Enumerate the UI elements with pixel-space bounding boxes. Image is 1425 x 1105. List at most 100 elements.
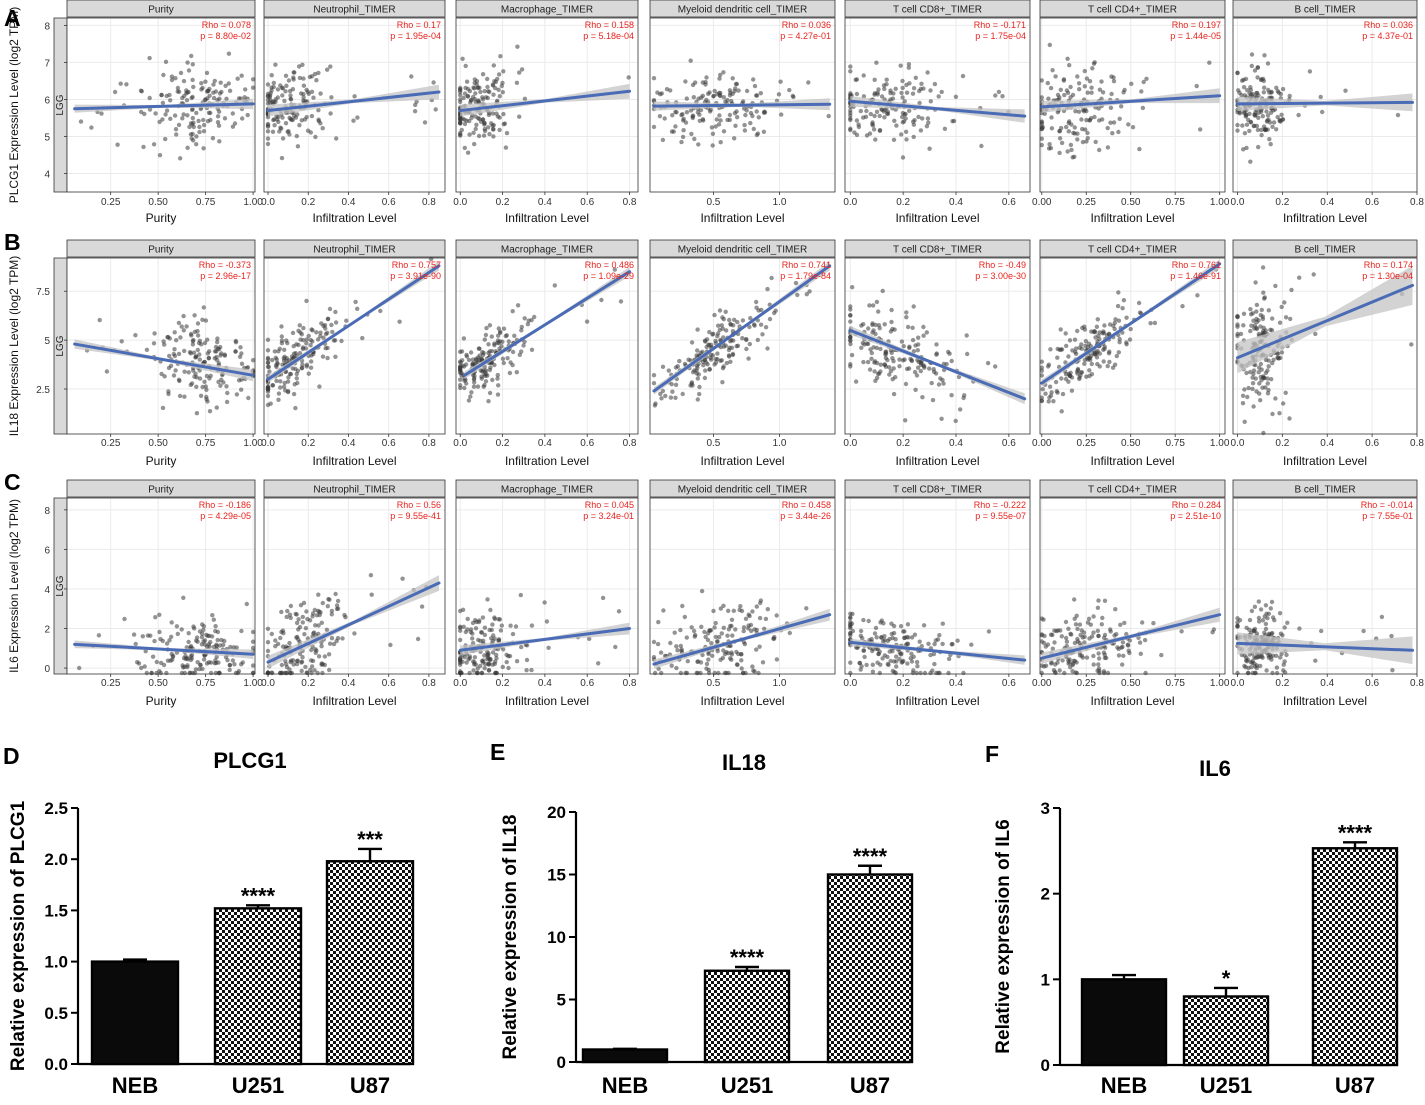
scatter-point xyxy=(304,298,309,304)
scatter-point xyxy=(1082,634,1087,639)
scatter-point xyxy=(160,100,166,106)
scatter-point xyxy=(732,89,737,94)
scatter-point xyxy=(858,108,863,114)
scatter-point xyxy=(934,351,939,356)
scatter-point xyxy=(485,655,491,660)
x-tick-label: 0.4 xyxy=(949,438,963,449)
scatter-point xyxy=(265,129,271,134)
panel-title: T cell CD4+_TIMER xyxy=(1088,245,1177,256)
scatter-point xyxy=(239,73,244,78)
x-tick-label: 0.6 xyxy=(382,438,396,449)
scatter-point xyxy=(907,344,912,349)
scatter-point xyxy=(887,649,892,654)
scatter-point xyxy=(778,79,783,84)
scatter-point xyxy=(921,86,926,91)
scatter-point xyxy=(1097,351,1103,356)
scatter-point xyxy=(213,89,219,94)
scatter-point xyxy=(176,320,182,326)
scatter-point xyxy=(1040,387,1046,392)
scatter-point xyxy=(1130,125,1136,130)
scatter-point xyxy=(925,116,931,121)
scatter-point xyxy=(485,84,490,90)
scatter-point xyxy=(1049,390,1054,395)
scatter-point xyxy=(284,83,289,89)
plot-area xyxy=(264,258,445,434)
scatter-point xyxy=(164,670,169,676)
scatter-point xyxy=(1096,662,1101,667)
scatter-point xyxy=(901,629,906,634)
scatter-point xyxy=(514,659,520,664)
scatter-point xyxy=(669,382,674,387)
scatter-point xyxy=(460,358,465,363)
scatter-point xyxy=(718,140,723,145)
scatter-point xyxy=(458,637,463,643)
scatter-point xyxy=(848,313,853,318)
scatter-point xyxy=(1087,118,1093,123)
scatter-point xyxy=(152,331,157,336)
scatter-point xyxy=(484,372,489,377)
scatter-point xyxy=(1075,328,1080,334)
scatter-point xyxy=(848,660,853,665)
scatter-point xyxy=(1297,275,1302,280)
scatter-point xyxy=(1066,658,1071,663)
scatter-point xyxy=(303,346,309,351)
x-tick-label: 0.0 xyxy=(453,438,467,449)
scatter-point xyxy=(707,90,712,95)
scatter-point xyxy=(467,132,472,137)
scatter-point xyxy=(1058,347,1064,352)
scatter-point xyxy=(1180,304,1185,309)
regression-line xyxy=(73,102,255,111)
x-axis-title: Purity xyxy=(146,211,177,225)
p-value-annotation: p = 9.55e-41 xyxy=(390,511,441,521)
scatter-point xyxy=(1246,670,1251,676)
scatter-point xyxy=(1046,399,1051,404)
scatter-point xyxy=(941,381,946,386)
scatter-point xyxy=(1095,628,1101,633)
x-axis-title: Infiltration Level xyxy=(505,211,589,225)
scatter-point xyxy=(179,627,184,632)
scatter-point xyxy=(1237,110,1242,115)
scatter-point xyxy=(265,360,271,366)
scatter-point xyxy=(485,597,490,602)
scatter-point xyxy=(709,641,714,646)
scatter-point xyxy=(496,87,501,93)
scatter-point xyxy=(464,118,469,123)
scatter-point xyxy=(316,108,321,113)
scatter-point xyxy=(920,116,925,121)
scatter-point xyxy=(921,333,926,338)
scatter-point xyxy=(1128,326,1133,332)
scatter-point xyxy=(340,636,345,641)
scatter-point xyxy=(894,664,899,669)
scatter-point xyxy=(1068,665,1073,670)
scatter-point xyxy=(189,656,194,661)
scatter-point xyxy=(1087,79,1093,84)
scatter-point xyxy=(861,73,866,78)
scatter-point xyxy=(969,642,974,647)
scatter-point xyxy=(1247,617,1253,623)
scatter-point xyxy=(1252,112,1257,117)
scatter-point xyxy=(319,644,324,649)
scatter-point xyxy=(235,76,240,81)
y-tick-label: 1.5 xyxy=(44,901,68,920)
regression-line xyxy=(1235,641,1415,652)
scatter-point xyxy=(275,360,280,366)
scatter-point xyxy=(1089,634,1095,639)
scatter-point xyxy=(1039,125,1045,130)
scatter-point xyxy=(194,638,199,643)
scatter-point xyxy=(758,91,763,96)
scatter-point xyxy=(1096,666,1102,671)
scatter-point xyxy=(195,328,200,334)
scatter-point xyxy=(1275,355,1280,360)
scatter-point xyxy=(77,665,82,671)
x-tick-label: 0.8 xyxy=(422,678,436,689)
scatter-point xyxy=(703,634,708,640)
scatter-point xyxy=(1136,300,1142,306)
scatter-point xyxy=(884,82,889,87)
scatter-point xyxy=(695,365,700,370)
p-value-annotation: p = 8.80e-02 xyxy=(200,31,251,41)
scatter-point xyxy=(315,670,320,676)
scatter-point xyxy=(861,322,866,327)
